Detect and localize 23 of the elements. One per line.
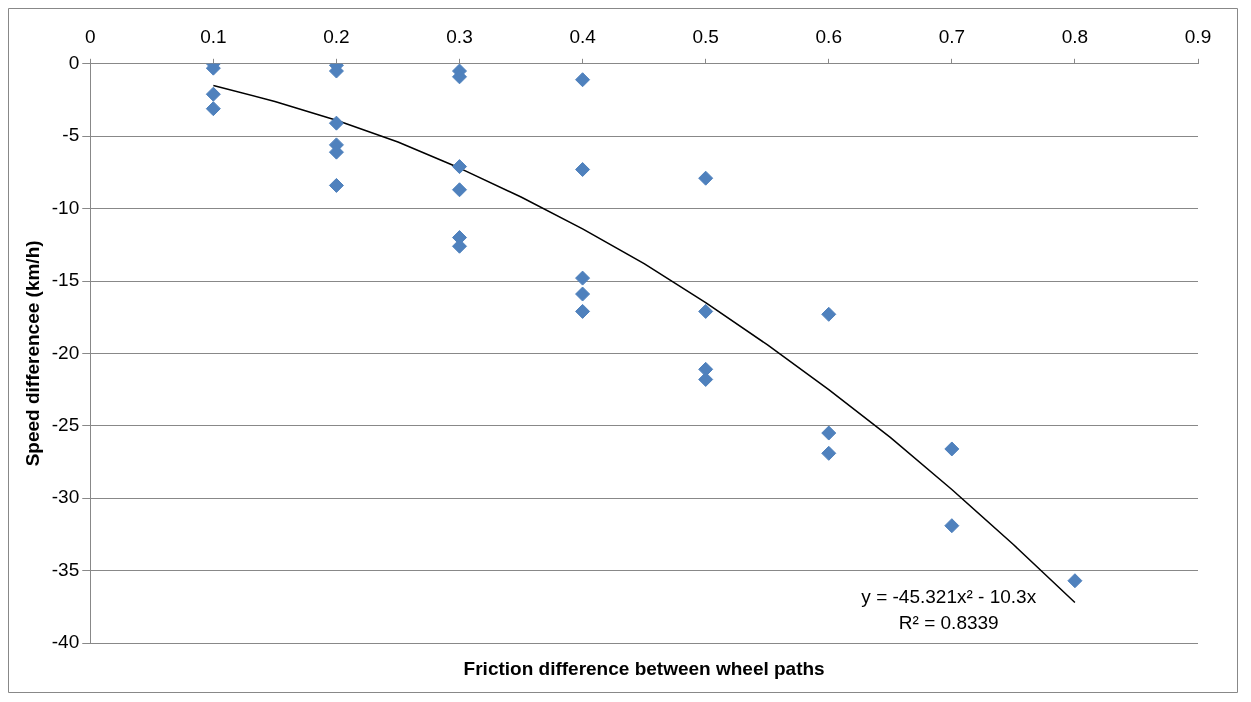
x-tick-label: 0.4 [569,25,597,47]
x-tick-label: 0.8 [1061,25,1089,47]
x-tick-label: 0.5 [692,25,719,47]
y-tick-label: -5 [62,124,80,146]
x-tick-label: 0.3 [446,25,473,47]
y-tick-label: -40 [51,631,80,653]
x-tick-label: 0.1 [200,25,227,47]
y-tick-label: -35 [51,558,80,580]
x-tick-label: 0.9 [1184,25,1212,47]
y-tick-label: -15 [51,269,80,291]
annotation: y = -45.321x² - 10.3x [861,586,1037,607]
x-tick-label: 0.7 [938,25,966,47]
y-tick-label: -30 [51,486,80,508]
y-tick-label: -20 [51,341,80,363]
y-tick-label: -10 [51,196,80,218]
x-tick-label: 0.2 [323,25,350,47]
annotation: R² = 0.8339 [898,612,999,633]
x-tick-label: 0.6 [815,25,842,47]
y-tick-label: -25 [51,414,80,436]
y-axis-title: Speed differencee (km/h) [21,240,43,467]
x-axis-title: Friction difference between wheel paths [463,658,825,679]
x-tick-label: 0 [84,25,96,47]
y-tick-label: 0 [68,52,80,74]
